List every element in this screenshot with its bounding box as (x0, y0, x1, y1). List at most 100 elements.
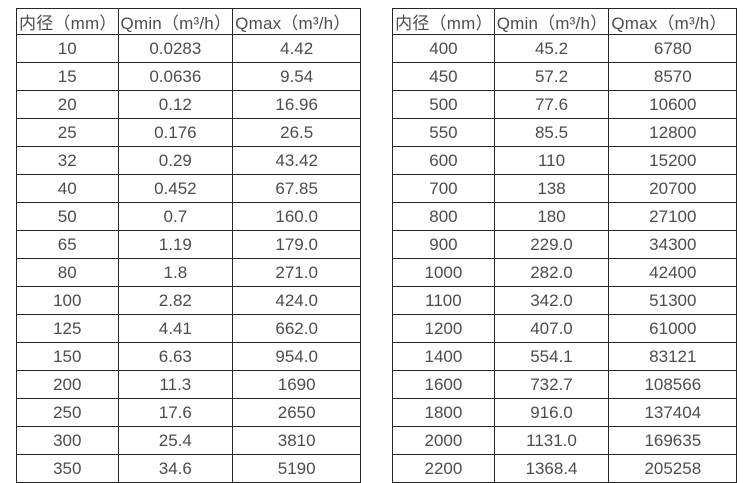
table-cell: 160.0 (232, 202, 362, 231)
table-cell: 0.452 (117, 174, 234, 203)
table-cell: 26.5 (232, 118, 362, 147)
table-cell: 2650 (232, 398, 362, 427)
table-row: 20 0.12 16.96 (16, 90, 362, 119)
table-cell: 25.4 (117, 426, 234, 455)
column-header: Qmin（m³/h） (117, 8, 234, 35)
table-cell: 16.96 (232, 90, 362, 119)
table-cell: 550 (392, 118, 495, 147)
table-row: 1800 916.0 137404 (392, 398, 738, 427)
table-cell: 34300 (608, 230, 738, 259)
table-cell: 0.12 (117, 90, 234, 119)
table-cell: 1690 (232, 370, 362, 399)
table-row: 10 0.0283 4.42 (16, 34, 362, 63)
table-cell: 1.19 (117, 230, 234, 259)
table-cell: 8570 (608, 62, 738, 91)
table-cell: 1000 (392, 258, 495, 287)
table-cell: 43.42 (232, 146, 362, 175)
table-cell: 700 (392, 174, 495, 203)
table-row: 80 1.8 271.0 (16, 258, 362, 287)
table-row: 450 57.2 8570 (392, 62, 738, 91)
table-cell: 6.63 (117, 342, 234, 371)
table-row: 100 2.82 424.0 (16, 286, 362, 315)
table-cell: 15200 (608, 146, 738, 175)
table-cell: 25 (16, 118, 119, 147)
table-cell: 4.42 (232, 34, 362, 63)
table-cell: 0.176 (117, 118, 234, 147)
flow-table-small-diameters: 内径（mm） Qmin（m³/h） Qmax（m³/h） 10 0.0283 4.42 15… (16, 8, 362, 483)
table-cell: 500 (392, 90, 495, 119)
table-row: 700 138 20700 (392, 174, 738, 203)
table-row: 1600 732.7 108566 (392, 370, 738, 399)
column-header: Qmin（m³/h） (493, 8, 610, 35)
table-row: 1200 407.0 61000 (392, 314, 738, 343)
table-cell: 1.8 (117, 258, 234, 287)
table-cell: 5190 (232, 454, 362, 483)
table-cell: 11.3 (117, 370, 234, 399)
table-cell: 900 (392, 230, 495, 259)
table-row: 200 11.3 1690 (16, 370, 362, 399)
table-cell: 424.0 (232, 286, 362, 315)
table-row: 15 0.0636 9.54 (16, 62, 362, 91)
flow-table-large-diameters: 内径（mm） Qmin（m³/h） Qmax（m³/h） 400 45.2 6780 450… (392, 8, 738, 483)
table-cell: 17.6 (117, 398, 234, 427)
table-cell: 51300 (608, 286, 738, 315)
table-row: 600 110 15200 (392, 146, 738, 175)
table-cell: 20 (16, 90, 119, 119)
table-cell: 1200 (392, 314, 495, 343)
table-row: 1400 554.1 83121 (392, 342, 738, 371)
table-row: 40 0.452 67.85 (16, 174, 362, 203)
column-header: 内径（mm） (16, 8, 119, 35)
table-cell: 138 (493, 174, 610, 203)
header-row: 内径（mm） Qmin（m³/h） Qmax（m³/h） (392, 8, 738, 35)
table-cell: 0.0636 (117, 62, 234, 91)
table-cell: 6780 (608, 34, 738, 63)
column-header: Qmax（m³/h） (232, 8, 362, 35)
table-cell: 40 (16, 174, 119, 203)
table-cell: 180 (493, 202, 610, 231)
table-row: 1100 342.0 51300 (392, 286, 738, 315)
table-row: 800 180 27100 (392, 202, 738, 231)
table-cell: 250 (16, 398, 119, 427)
table-cell: 732.7 (493, 370, 610, 399)
header-row: 内径（mm） Qmin（m³/h） Qmax（m³/h） (16, 8, 362, 35)
table-cell: 110 (493, 146, 610, 175)
table-cell: 342.0 (493, 286, 610, 315)
table-cell: 271.0 (232, 258, 362, 287)
table-row: 25 0.176 26.5 (16, 118, 362, 147)
table-cell: 350 (16, 454, 119, 483)
table-row: 32 0.29 43.42 (16, 146, 362, 175)
table-cell: 108566 (608, 370, 738, 399)
table-cell: 125 (16, 314, 119, 343)
table-cell: 9.54 (232, 62, 362, 91)
table-cell: 2000 (392, 426, 495, 455)
table-cell: 400 (392, 34, 495, 63)
table-cell: 15 (16, 62, 119, 91)
table-cell: 662.0 (232, 314, 362, 343)
column-header: Qmax（m³/h） (608, 8, 738, 35)
table-row: 550 85.5 12800 (392, 118, 738, 147)
table-cell: 137404 (608, 398, 738, 427)
table-cell: 83121 (608, 342, 738, 371)
table-row: 2000 1131.0 169635 (392, 426, 738, 455)
table-cell: 169635 (608, 426, 738, 455)
table-cell: 1100 (392, 286, 495, 315)
table-row: 350 34.6 5190 (16, 454, 362, 483)
table-cell: 42400 (608, 258, 738, 287)
table-cell: 450 (392, 62, 495, 91)
column-header: 内径（mm） (392, 8, 495, 35)
table-row: 400 45.2 6780 (392, 34, 738, 63)
table-cell: 100 (16, 286, 119, 315)
table-cell: 229.0 (493, 230, 610, 259)
table-row: 125 4.41 662.0 (16, 314, 362, 343)
table-row: 500 77.6 10600 (392, 90, 738, 119)
table-row: 2200 1368.4 205258 (392, 454, 738, 483)
table-cell: 12800 (608, 118, 738, 147)
table-cell: 1368.4 (493, 454, 610, 483)
table-cell: 2.82 (117, 286, 234, 315)
table-cell: 200 (16, 370, 119, 399)
table-row: 50 0.7 160.0 (16, 202, 362, 231)
table-row: 250 17.6 2650 (16, 398, 362, 427)
table-row: 1000 282.0 42400 (392, 258, 738, 287)
table-cell: 3810 (232, 426, 362, 455)
